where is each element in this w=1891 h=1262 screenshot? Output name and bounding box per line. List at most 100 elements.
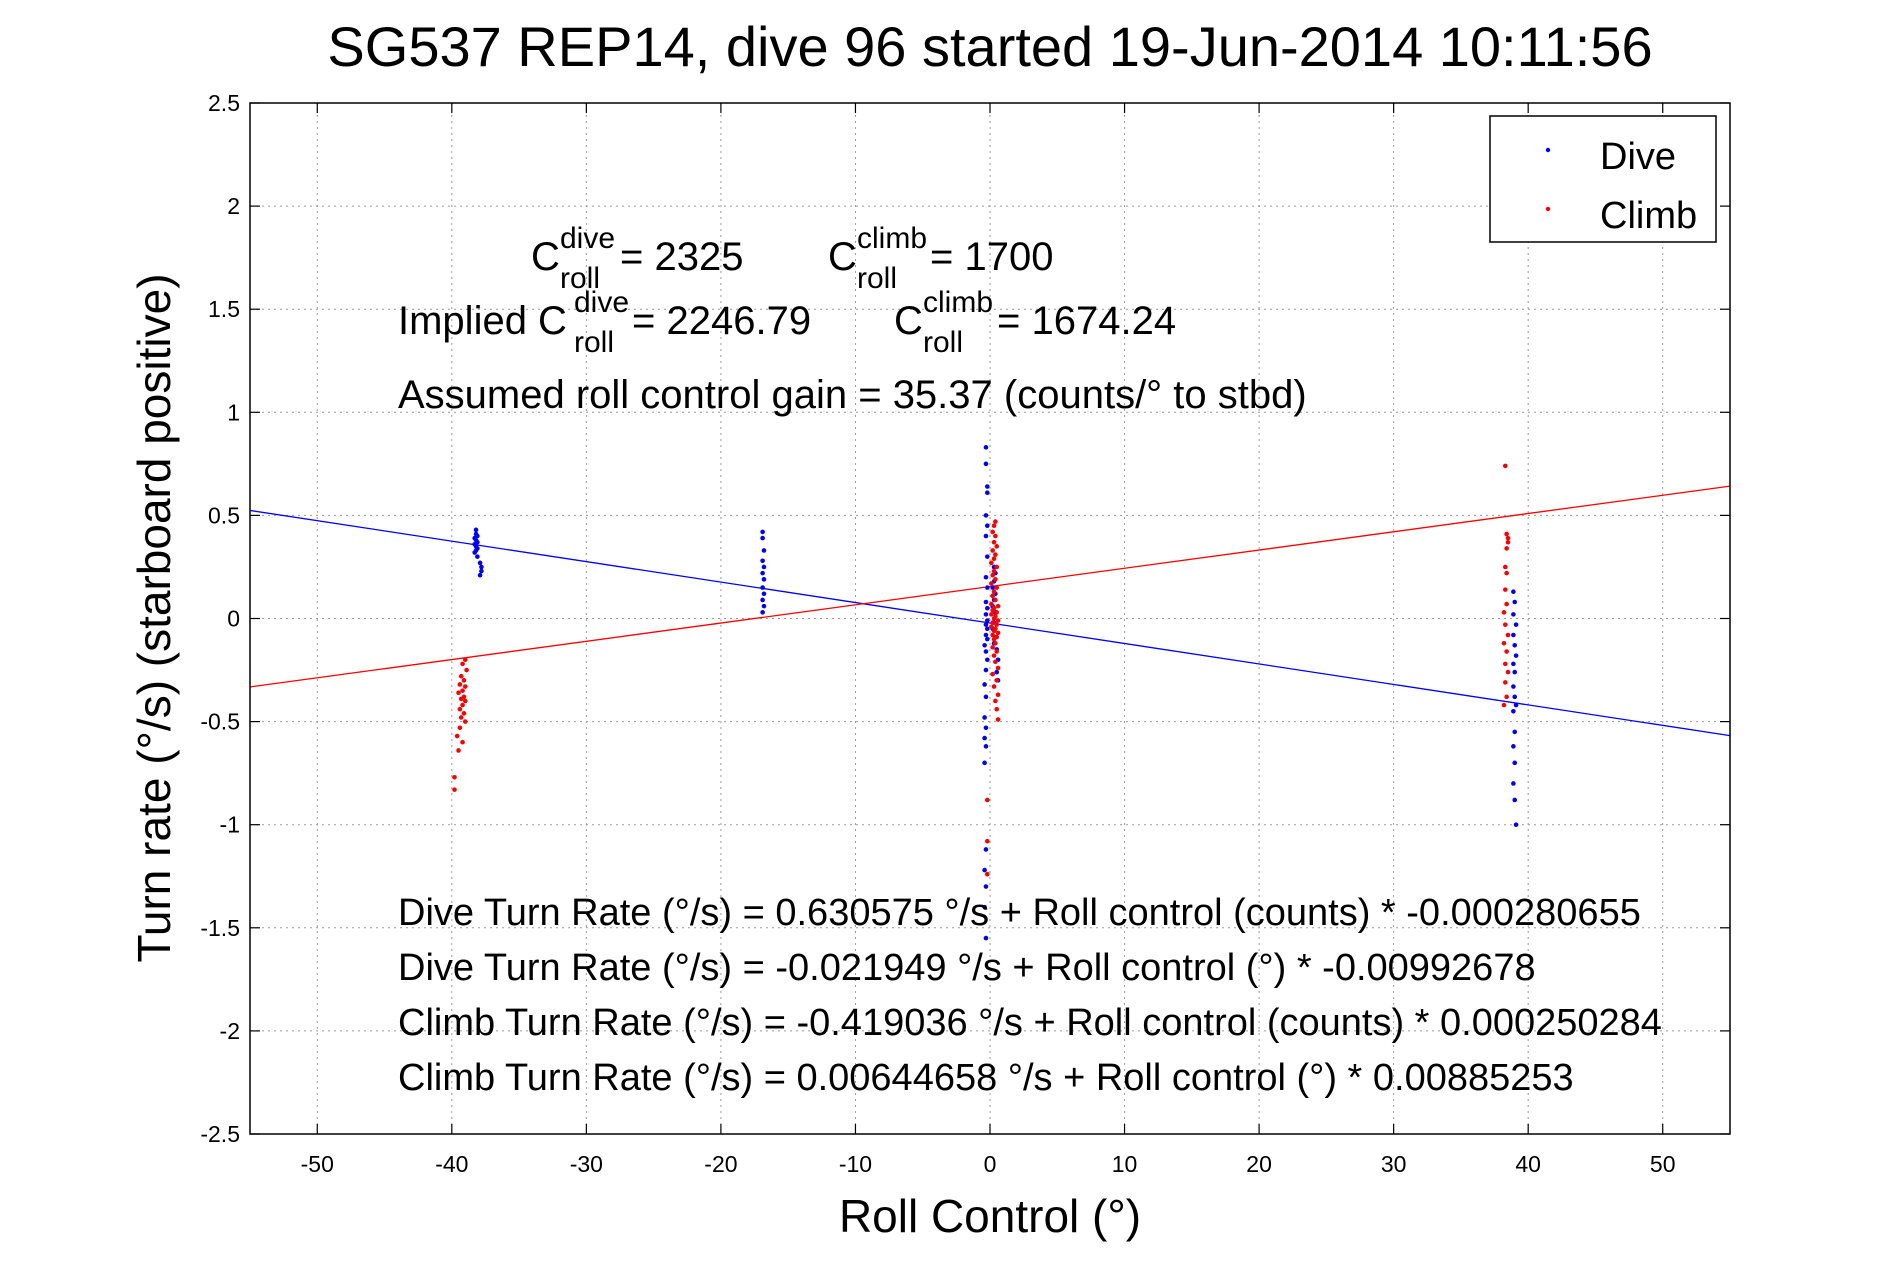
- x-tick-label: -20: [704, 1151, 737, 1177]
- data-point-dive: [1513, 653, 1519, 658]
- data-point-climb: [460, 661, 465, 667]
- legend-label-climb: Climb: [1600, 195, 1697, 237]
- data-point-dive: [761, 577, 767, 582]
- data-point-climb: [993, 659, 998, 665]
- y-tick-label: -2: [220, 1018, 240, 1044]
- data-point-climb: [995, 603, 1001, 609]
- data-point-dive: [760, 597, 765, 603]
- data-point-climb: [991, 684, 997, 689]
- data-point-climb: [1505, 535, 1511, 541]
- data-point-dive: [985, 554, 990, 559]
- data-point-dive: [982, 735, 987, 741]
- data-point-dive: [761, 564, 767, 570]
- data-point-climb: [993, 552, 998, 557]
- data-point-dive: [983, 884, 989, 889]
- data-point-dive: [760, 610, 765, 615]
- data-point-dive: [983, 847, 989, 852]
- data-point-climb: [1503, 661, 1508, 667]
- data-point-climb: [461, 711, 467, 716]
- data-point-dive: [760, 529, 765, 535]
- data-point-climb: [991, 589, 997, 594]
- x-tick-label: 30: [1381, 1151, 1407, 1177]
- data-point-climb: [991, 628, 997, 634]
- data-point-dive: [985, 657, 990, 663]
- c-dive-base: C: [531, 235, 560, 279]
- data-point-climb: [461, 678, 467, 683]
- implied-dive-superscript: dive: [574, 286, 629, 319]
- x-tick-label: 10: [1112, 1151, 1138, 1177]
- data-point-dive: [982, 760, 987, 766]
- c-climb-superscript: climb: [857, 222, 927, 255]
- c-dive-subscript: roll: [560, 262, 600, 295]
- data-point-dive: [983, 725, 989, 731]
- data-point-climb: [454, 733, 460, 739]
- data-point-dive: [477, 572, 483, 578]
- data-point-dive: [983, 622, 989, 627]
- data-point-dive: [1511, 684, 1516, 689]
- data-point-climb: [456, 690, 461, 696]
- fit-line-climb: [249, 485, 1731, 688]
- data-point-dive: [985, 626, 990, 632]
- data-point-climb: [990, 548, 995, 553]
- data-point-climb: [995, 665, 1001, 671]
- data-point-climb: [989, 581, 994, 586]
- data-point-dive: [472, 550, 477, 555]
- y-tick-label: -1: [220, 812, 240, 838]
- data-point-climb: [985, 797, 990, 803]
- data-point-climb: [990, 529, 995, 535]
- data-point-dive: [1511, 744, 1516, 749]
- data-point-dive: [983, 599, 989, 605]
- data-point-climb: [1503, 587, 1508, 592]
- data-point-dive: [983, 612, 989, 617]
- data-point-climb: [994, 622, 1000, 627]
- data-point-dive: [985, 490, 990, 496]
- data-point-climb: [990, 620, 995, 625]
- y-axis-label: Turn rate (°/s) (starboard positive): [128, 273, 180, 962]
- data-point-dive: [477, 560, 483, 566]
- x-tick-label: 0: [984, 1151, 997, 1177]
- x-tick-label: -40: [435, 1151, 468, 1177]
- data-point-climb: [991, 636, 997, 642]
- data-point-dive: [994, 669, 1000, 675]
- implied-dive-prefix: Implied C: [398, 299, 567, 343]
- data-point-dive: [760, 585, 765, 590]
- data-point-dive: [1513, 702, 1519, 708]
- c-climb-base: C: [828, 235, 857, 279]
- data-point-dive: [1511, 781, 1516, 786]
- x-tick-label: -10: [839, 1151, 872, 1177]
- data-point-dive: [1512, 694, 1518, 700]
- y-tick-label: -0.5: [200, 709, 240, 735]
- y-tick-label: 1: [227, 399, 240, 425]
- data-point-dive: [1511, 708, 1516, 714]
- implied-climb-base: C: [894, 299, 923, 343]
- data-point-dive: [982, 904, 987, 910]
- data-point-dive: [983, 632, 989, 638]
- data-point-dive: [983, 744, 989, 749]
- c-dive-superscript: dive: [560, 222, 615, 255]
- data-point-dive: [982, 682, 987, 687]
- data-point-climb: [994, 649, 1000, 654]
- data-point-climb: [1503, 680, 1508, 685]
- data-point-climb: [458, 696, 464, 702]
- data-point-dive: [473, 527, 479, 533]
- c-climb-value: = 1700: [930, 235, 1053, 279]
- data-point-dive: [983, 667, 989, 673]
- data-point-dive: [985, 484, 990, 489]
- data-point-dive: [983, 935, 989, 941]
- data-point-climb: [990, 632, 995, 638]
- data-point-dive: [1512, 729, 1518, 735]
- data-point-dive: [985, 618, 990, 623]
- data-point-climb: [458, 715, 464, 720]
- data-point-climb: [456, 748, 461, 753]
- data-point-climb: [1505, 632, 1511, 638]
- data-point-dive: [983, 649, 989, 654]
- y-tick-labels: -2.5 -2 -1.5 -1 -0.5 0 0.5 1 1.5 2 2.5: [200, 90, 240, 1147]
- data-point-climb: [985, 871, 990, 877]
- data-point-climb: [989, 612, 994, 617]
- data-point-dive: [1512, 797, 1518, 803]
- y-tick-label: 2: [227, 193, 240, 219]
- chart-title: SG537 REP14, dive 96 started 19-Jun-2014…: [327, 15, 1652, 78]
- data-point-climb: [1505, 669, 1511, 675]
- data-point-climb: [1504, 546, 1509, 551]
- x-tick-label: 40: [1515, 1151, 1541, 1177]
